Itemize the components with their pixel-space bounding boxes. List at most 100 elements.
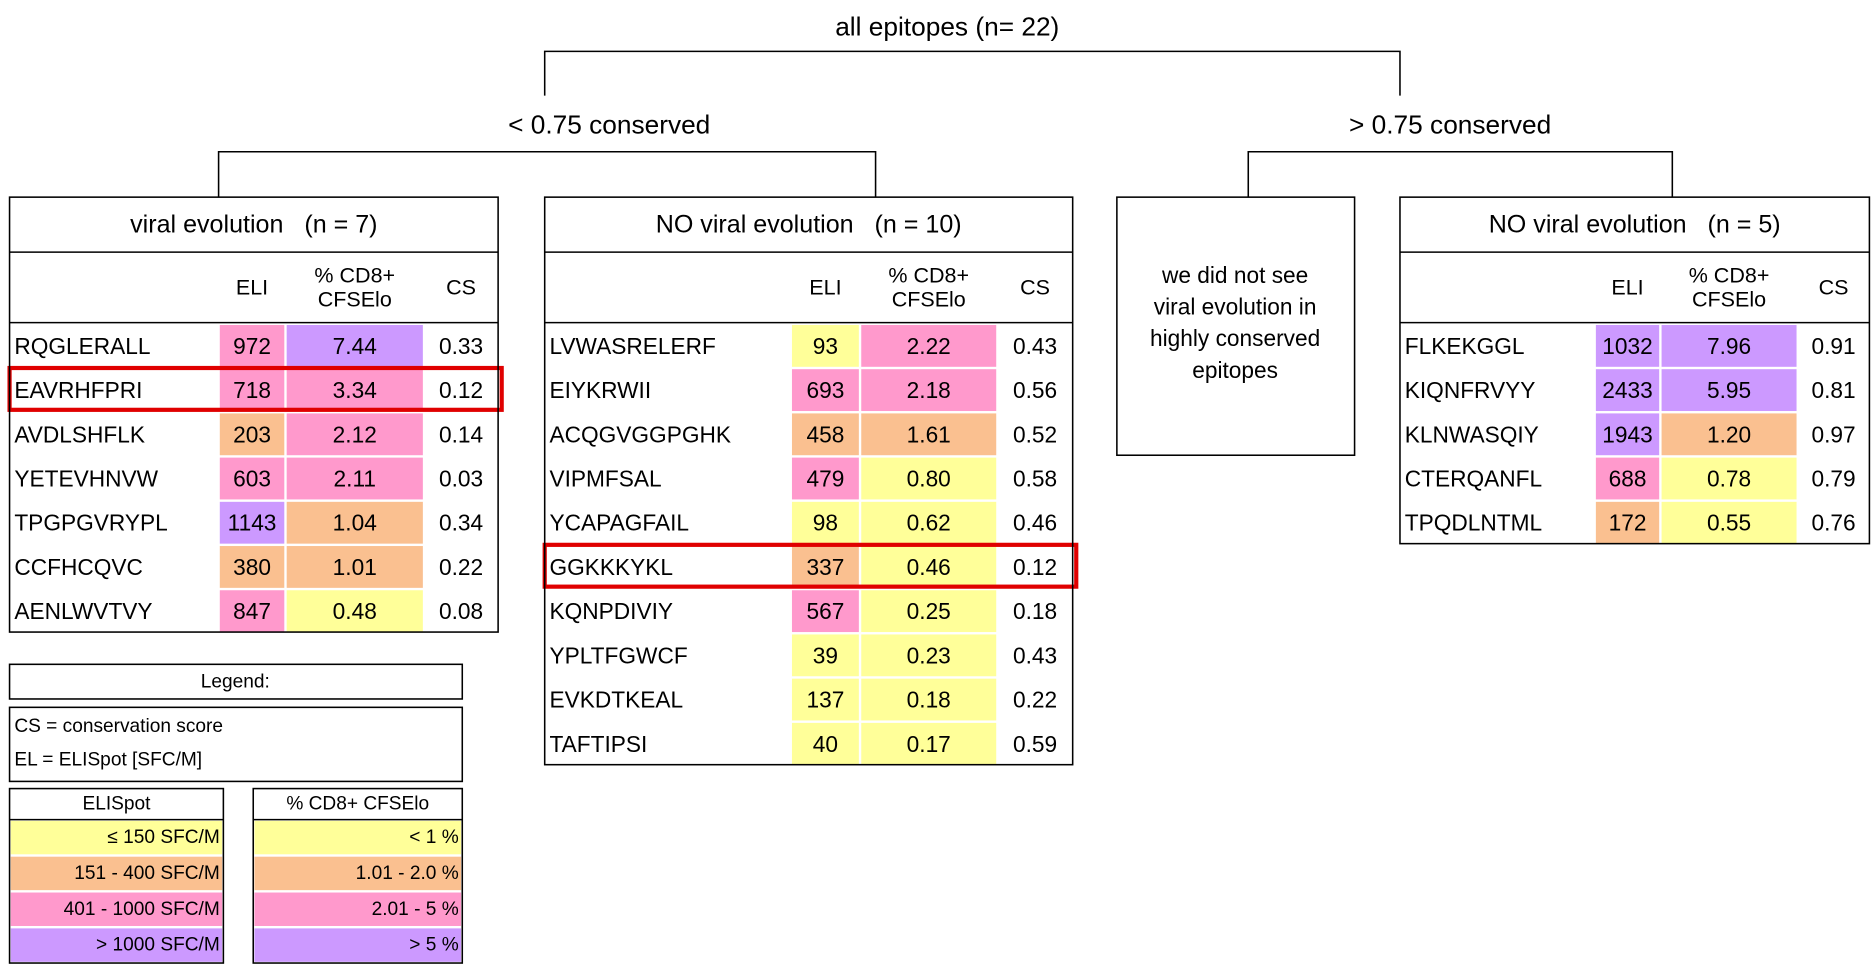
eli-cell: [1595, 324, 1660, 367]
cd8-cell: [286, 457, 423, 500]
eli-value: 98: [813, 510, 838, 536]
eli-value: 2433: [1602, 377, 1652, 403]
epitope: AENLWVTVY: [14, 598, 152, 624]
cd8-value: 0.48: [333, 598, 377, 624]
cd8-value: 2.22: [907, 333, 951, 359]
branch-label: < 0.75 conserved: [508, 109, 710, 139]
eli-cell: [219, 501, 285, 544]
epitope: GGKKKYKL: [549, 554, 673, 580]
cd8-cell: [286, 501, 423, 544]
cd8-cell: [286, 413, 423, 456]
legend-note: EL = ELISpot [SFC/M]: [14, 749, 202, 770]
legend-item: < 1 %: [409, 827, 458, 848]
cs-value: 0.33: [439, 333, 483, 359]
epitope: TPQDLNTML: [1405, 510, 1542, 536]
cs-value: 0.81: [1811, 377, 1855, 403]
legend-item: > 1000 SFC/M: [96, 935, 220, 956]
eli-cell: [791, 324, 859, 367]
eli-value: 693: [806, 377, 844, 403]
cd8-value: 0.62: [907, 510, 951, 536]
eli-cell: [791, 501, 859, 544]
cs-value: 0.08: [439, 598, 483, 624]
eli-value: 847: [233, 598, 271, 624]
cd8-value: 1.61: [907, 421, 951, 447]
cs-value: 0.79: [1811, 466, 1855, 492]
eli-value: 603: [233, 466, 271, 492]
cd8-cell: [1661, 501, 1797, 544]
cd8-value: 0.23: [907, 642, 951, 668]
cd8-value: 1.01: [333, 554, 377, 580]
cs-value: 0.14: [439, 421, 483, 447]
tree-branch: [217, 150, 877, 198]
epitope: CTERQANFL: [1405, 466, 1542, 492]
cd8-cell: [861, 413, 997, 456]
eli-value: 40: [813, 731, 838, 757]
eli-value: 567: [806, 598, 844, 624]
cd8-cell: [286, 324, 423, 367]
legend-notes-box: [8, 706, 464, 783]
legend-key-border: [8, 787, 225, 964]
note-line: viral evolution in: [1154, 293, 1317, 319]
cs-value: 0.12: [1013, 554, 1057, 580]
legend-swatch: [254, 820, 462, 855]
epitope: CCFHCQVC: [14, 554, 143, 580]
eli-value: 172: [1609, 510, 1647, 536]
eli-cell: [219, 369, 285, 412]
note-box: [1116, 196, 1356, 457]
legend-key-border: [252, 787, 464, 964]
epitope: TAFTIPSI: [549, 731, 647, 757]
epitope: ACQGVGGPGHK: [549, 421, 731, 447]
epitope: EIYKRWII: [549, 377, 651, 403]
cs-value: 0.52: [1013, 421, 1057, 447]
legend-item: 2.01 - 5 %: [372, 899, 459, 920]
epitope: YETEVHNVW: [14, 466, 158, 492]
eli-cell: [791, 634, 859, 677]
column-header: CS: [1020, 275, 1050, 299]
eli-value: 1032: [1602, 333, 1652, 359]
eli-cell: [219, 590, 285, 633]
cs-value: 0.12: [439, 377, 483, 403]
cd8-cell: [861, 501, 997, 544]
cs-value: 0.22: [1013, 687, 1057, 713]
cd8-value: 0.55: [1707, 510, 1751, 536]
branch-label: > 0.75 conserved: [1349, 109, 1551, 139]
legend-swatch: [254, 856, 462, 891]
eli-value: 458: [806, 421, 844, 447]
eli-value: 479: [806, 466, 844, 492]
epitope: RQGLERALL: [14, 333, 150, 359]
eli-cell: [1595, 457, 1660, 500]
eli-cell: [1595, 413, 1660, 456]
cd8-cell: [861, 722, 997, 765]
cs-value: 0.43: [1013, 333, 1057, 359]
column-header: % CD8+: [1689, 263, 1770, 287]
legend-item: 401 - 1000 SFC/M: [64, 899, 220, 920]
cd8-value: 2.18: [907, 377, 951, 403]
cd8-cell: [1661, 324, 1797, 367]
epitope: KIQNFRVYY: [1405, 377, 1536, 403]
table-border: [1399, 196, 1871, 545]
cd8-value: 0.46: [907, 554, 951, 580]
cd8-value: 5.95: [1707, 377, 1751, 403]
cs-value: 0.97: [1811, 421, 1855, 447]
cd8-cell: [861, 678, 997, 721]
legend-swatch: [10, 892, 223, 926]
eli-value: 337: [806, 554, 844, 580]
eli-value: 972: [233, 333, 271, 359]
eli-value: 203: [233, 421, 271, 447]
legend-item: > 5 %: [409, 935, 458, 956]
cd8-value: 0.78: [1707, 466, 1751, 492]
cd8-value: 0.17: [907, 731, 951, 757]
note-line: epitopes: [1192, 357, 1278, 383]
legend-item: 1.01 - 2.0 %: [356, 863, 459, 884]
epitope: LVWASRELERF: [549, 333, 715, 359]
cd8-value: 2.11: [334, 466, 376, 492]
column-header: ELI: [1611, 275, 1643, 299]
eli-cell: [219, 457, 285, 500]
legend-key-title: ELISpot: [82, 794, 151, 815]
table-title: NO viral evolution (n = 5): [1489, 211, 1781, 239]
legend-note: CS = conservation score: [14, 716, 223, 737]
table-title: viral evolution (n = 7): [130, 211, 377, 239]
cd8-value: 2.12: [333, 421, 377, 447]
eli-cell: [219, 413, 285, 456]
